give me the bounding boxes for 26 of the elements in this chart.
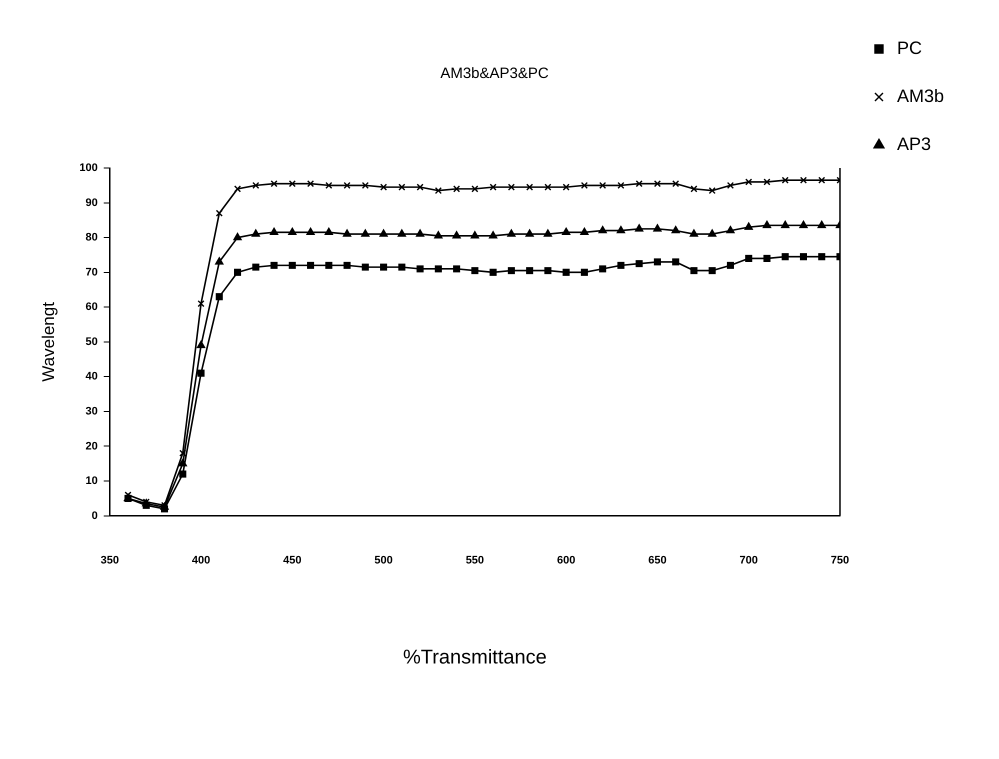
- x-tick-label: 550: [466, 554, 484, 566]
- y-tick-label: 50: [86, 336, 98, 348]
- y-tick-label: 80: [86, 232, 98, 244]
- x-tick-label: 450: [283, 554, 302, 566]
- legend-label: AM3b: [896, 86, 944, 106]
- x-tick-label: 700: [740, 554, 758, 566]
- y-tick-label: 70: [86, 266, 98, 278]
- x-tick-label: 400: [192, 554, 210, 566]
- y-tick-label: 90: [86, 196, 98, 209]
- y-tick-label: 0: [92, 510, 98, 522]
- x-tick-label: 750: [830, 554, 850, 566]
- y-axis-title: Wavelengt: [38, 302, 58, 382]
- legend-label: PC: [896, 38, 922, 58]
- x-axis-title: %Transmittance: [402, 646, 547, 669]
- y-tick-label: 10: [86, 475, 98, 488]
- x-tick-label: 650: [648, 554, 667, 566]
- legend-label: AP3: [896, 134, 932, 154]
- x-tick-label: 500: [374, 554, 393, 566]
- chart-title: AM3b&AP3&PC: [440, 65, 549, 82]
- y-tick-label: 20: [86, 440, 98, 452]
- y-tick-label: 60: [86, 301, 98, 314]
- y-tick-label: 30: [86, 405, 98, 418]
- y-tick-label: 40: [86, 370, 98, 383]
- x-tick-label: 350: [100, 554, 119, 566]
- x-tick-label: 600: [556, 554, 576, 566]
- y-tick-label: 100: [79, 162, 98, 174]
